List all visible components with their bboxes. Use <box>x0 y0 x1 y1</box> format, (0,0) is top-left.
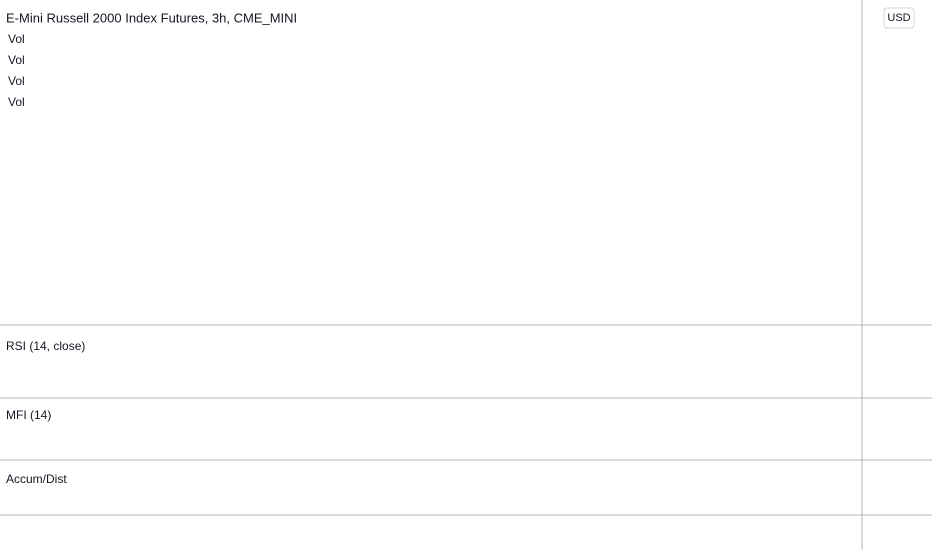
mfi-title[interactable]: MFI (14) <box>6 408 51 422</box>
indicator-label[interactable]: Vol <box>8 95 25 109</box>
rsi-title[interactable]: RSI (14, close) <box>6 339 85 353</box>
indicator-label[interactable]: Vol <box>8 53 25 67</box>
currency: USD <box>887 12 910 24</box>
indicator-label[interactable]: Vol <box>8 74 25 88</box>
symbol-title: E-Mini Russell 2000 Index Futures, 3h, C… <box>6 10 297 25</box>
currency-badge[interactable] <box>883 7 915 29</box>
ad-title[interactable]: Accum/Dist <box>6 472 67 486</box>
indicator-label[interactable]: Vol <box>8 32 25 46</box>
